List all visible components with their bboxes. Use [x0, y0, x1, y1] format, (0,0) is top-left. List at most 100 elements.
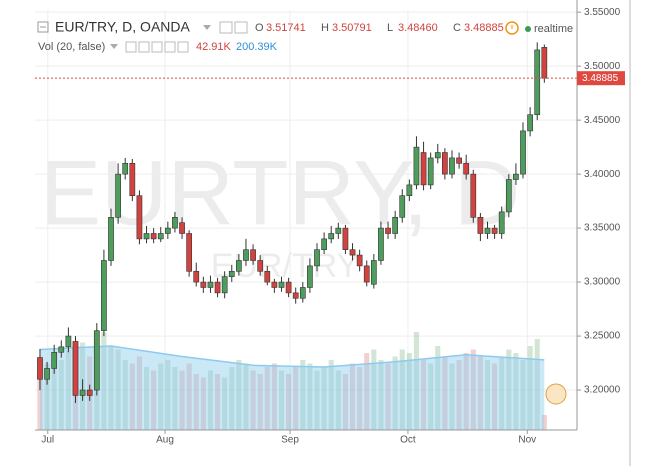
volume-bar [378, 360, 384, 430]
symbol-menu[interactable] [203, 25, 211, 30]
icon-button[interactable] [151, 41, 163, 53]
volume-bar [108, 346, 114, 430]
volume-bar [335, 370, 341, 430]
volume-bar [58, 360, 64, 430]
volume-ma-line [39, 345, 545, 368]
candle-body [349, 249, 356, 256]
status-dot [525, 26, 531, 32]
ohlc-value: 3.48460 [398, 22, 438, 34]
candle-body [65, 335, 72, 348]
candle-body [115, 173, 121, 218]
collapse-icon[interactable] [37, 21, 49, 33]
indicator-menu[interactable] [110, 44, 118, 49]
candle-body [186, 233, 193, 272]
icon-button[interactable] [138, 41, 150, 53]
candle-body [136, 195, 143, 240]
candle-body [51, 351, 58, 369]
icon-button[interactable] [125, 41, 137, 53]
y-tick-label: 3.55000 [584, 7, 621, 18]
volume-bar [349, 363, 356, 430]
candle-body [228, 270, 235, 277]
volume-bar [257, 374, 263, 430]
candle-body [356, 254, 363, 267]
candle-body [250, 249, 256, 261]
volume-bar [364, 353, 370, 430]
status: realtime [534, 23, 573, 35]
candle-body [392, 217, 399, 234]
candle-body [44, 368, 50, 380]
candle-body [271, 281, 278, 288]
volume-bar [200, 377, 206, 430]
volume-bar [229, 367, 235, 430]
ohlc-label: H [321, 22, 329, 34]
volume-bar [65, 349, 71, 430]
volume-bar [456, 360, 462, 430]
volume-bar [527, 346, 533, 430]
icon-button[interactable] [164, 41, 176, 53]
candle-body [463, 163, 470, 175]
candle-body [456, 157, 462, 164]
candle-body [470, 173, 477, 218]
volume-bar [278, 370, 285, 430]
volume-bar [129, 363, 135, 430]
volume-bar [215, 374, 221, 430]
volume-bar [449, 363, 455, 430]
x-tick-label: Sep [281, 435, 299, 446]
icon-button[interactable] [219, 21, 233, 34]
volume-bar [243, 363, 249, 430]
icon-button[interactable] [234, 21, 248, 34]
candle-body [236, 260, 242, 272]
volume-bar [541, 414, 547, 430]
candle-body [285, 281, 292, 294]
candle-body [378, 227, 384, 261]
volume-bar [534, 339, 540, 430]
candle-body [321, 238, 327, 250]
volume-bar [222, 377, 228, 430]
volume-bar [428, 363, 434, 430]
volume-ma-area [39, 346, 545, 430]
candle-body [342, 227, 349, 250]
ohlc-value: 3.48885 [464, 22, 504, 34]
warning-icon[interactable] [505, 21, 519, 35]
ohlc-value: 3.51741 [266, 22, 306, 34]
candle-body [37, 357, 43, 380]
candle-body [157, 233, 164, 240]
candle-body [314, 249, 320, 267]
ohlc-value: 3.50791 [332, 22, 372, 34]
volume-bar [506, 349, 512, 430]
volume-bar [484, 360, 491, 430]
volume-bar [172, 367, 178, 430]
candle-body [413, 146, 420, 186]
candle-body [101, 260, 107, 331]
candle-body [214, 281, 221, 294]
candle-body [513, 173, 519, 180]
x-tick-label: Nov [518, 435, 536, 446]
candle-body [278, 281, 285, 288]
ohlc-label: C [453, 22, 461, 34]
volume-bar [122, 360, 128, 430]
volume-bar [385, 363, 391, 430]
volume-bar [463, 353, 469, 430]
candle-body [477, 217, 484, 234]
candle-body [434, 152, 441, 159]
candle-body [129, 163, 136, 197]
candle-body [172, 217, 178, 229]
volume-bar [37, 356, 43, 430]
candle-body [86, 389, 93, 396]
volume-bar [179, 370, 185, 430]
candle-body [442, 152, 448, 175]
candle-body [143, 233, 150, 240]
ohlc-label: L [387, 22, 393, 34]
symbol-title: EUR/TRY, D, OANDA [55, 19, 191, 35]
icon-button[interactable] [177, 41, 189, 53]
volume-bar [136, 356, 142, 430]
event-badge[interactable] [545, 383, 567, 405]
volume-bar [470, 349, 476, 430]
candle-body [179, 222, 185, 234]
volume-bar [442, 356, 448, 430]
candle-body [527, 114, 533, 132]
candle-body [370, 260, 377, 285]
y-tick-label: 3.20000 [584, 385, 621, 396]
y-tick-label: 3.35000 [584, 223, 621, 234]
